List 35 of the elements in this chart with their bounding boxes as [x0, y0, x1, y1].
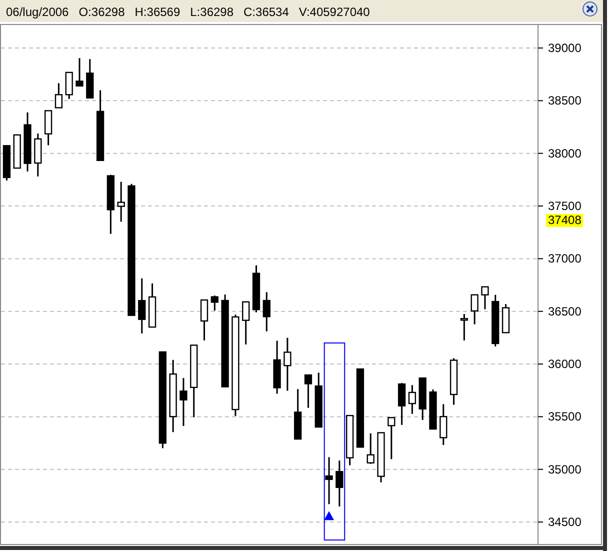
candlestick: [262, 291, 270, 332]
y-tick-label: 39000: [548, 41, 582, 56]
y-tick-label: 36500: [548, 304, 582, 318]
candlestick: [304, 374, 312, 409]
y-tick-label: 37500: [548, 199, 582, 214]
candlestick: [76, 57, 84, 87]
y-tick-label: 35500: [548, 410, 582, 424]
candlestick: [366, 432, 374, 465]
candlestick: [481, 286, 489, 310]
y-tick-label: 35000: [548, 462, 582, 476]
candlestick: [398, 382, 406, 426]
y-tick-label: 37000: [548, 252, 582, 266]
candlestick: [336, 460, 344, 508]
chart-title: 06/lug/2006 O:36298 H:36569 L:36298 C:36534 V:405927040: [6, 5, 370, 19]
y-tick-label: 38500: [548, 94, 582, 108]
candlestick: [200, 299, 208, 342]
candlestick: [138, 278, 146, 334]
candlestick: [180, 377, 188, 427]
y-tick-label: 34500: [548, 515, 582, 530]
candlestick: [54, 82, 63, 108]
y-tick-label: 36000: [548, 357, 582, 372]
text: 37408: [548, 213, 582, 227]
candlestick: [460, 313, 468, 342]
candlestick: [117, 181, 125, 222]
candlestick: [65, 72, 73, 100]
candlestick: [440, 403, 448, 446]
candlestick: [325, 456, 333, 505]
candlestick: [408, 384, 416, 415]
candlestick: [44, 110, 52, 146]
candlestick: [284, 337, 292, 392]
candlestick: [388, 416, 396, 460]
candlestick: [470, 294, 478, 326]
candlestick: [242, 301, 250, 346]
candlestick: [210, 294, 218, 312]
y-tick-label: 38000: [548, 146, 582, 160]
